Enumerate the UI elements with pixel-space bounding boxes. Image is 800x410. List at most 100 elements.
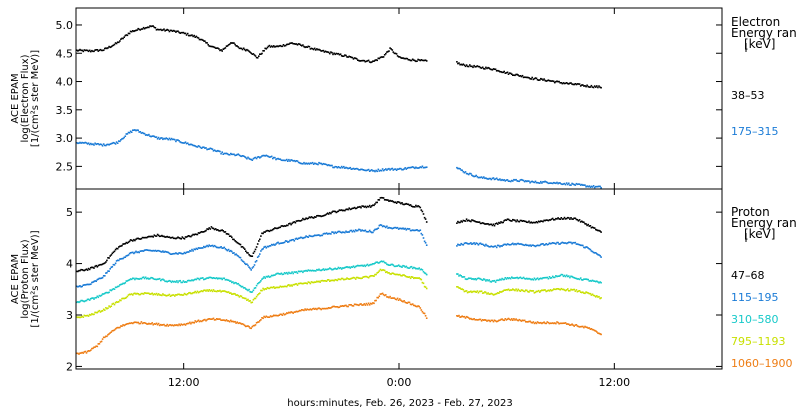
data-point [255, 284, 258, 287]
data-point [584, 278, 586, 280]
data-point [513, 74, 515, 76]
data-point [133, 292, 135, 295]
data-point [119, 258, 121, 260]
data-point [123, 256, 125, 259]
data-point [137, 321, 139, 324]
data-point [178, 252, 180, 254]
data-point [541, 289, 543, 291]
data-point [531, 322, 533, 324]
data-point [169, 138, 172, 141]
data-point [329, 232, 331, 235]
data-point [474, 319, 476, 321]
data-point [224, 47, 227, 49]
data-point [128, 293, 131, 296]
data-point [126, 34, 129, 37]
data-point [246, 299, 248, 301]
data-point [148, 133, 150, 136]
data-point [584, 246, 586, 249]
data-point [138, 251, 140, 254]
data-point [565, 217, 568, 220]
data-point [263, 154, 265, 157]
data-point [352, 207, 355, 209]
data-point [207, 245, 209, 248]
data-point [395, 202, 398, 204]
data-point [123, 36, 125, 38]
data-point [299, 236, 302, 239]
data-point [122, 37, 124, 40]
data-point [223, 319, 226, 321]
data-point [222, 290, 224, 292]
data-point [485, 223, 487, 225]
data-point [457, 286, 459, 288]
data-point [84, 315, 87, 317]
data-point [502, 290, 504, 292]
data-point [226, 153, 229, 155]
data-point [540, 243, 542, 246]
data-point [157, 322, 160, 325]
data-point [391, 272, 394, 274]
data-point [393, 52, 396, 55]
data-point [115, 327, 118, 329]
data-point [270, 286, 273, 289]
data-point [473, 242, 475, 244]
data-point [472, 66, 474, 69]
data-point [217, 47, 219, 49]
data-point [303, 45, 305, 48]
data-point [529, 244, 531, 246]
data-point [497, 320, 499, 322]
data-point [166, 294, 168, 297]
data-point [503, 70, 505, 73]
data-point [331, 211, 333, 213]
data-point [87, 142, 90, 144]
data-point [137, 293, 139, 295]
data-point [462, 219, 465, 222]
data-point [424, 59, 427, 61]
data-point [77, 286, 79, 288]
data-point [325, 280, 328, 282]
data-point [293, 221, 296, 223]
data-point [401, 168, 403, 171]
series-1-2 [76, 260, 602, 304]
data-point [486, 320, 488, 322]
data-point [267, 45, 270, 48]
data-point [406, 167, 409, 169]
data-point [567, 288, 569, 290]
data-point [536, 321, 539, 323]
data-point [166, 235, 168, 238]
y-axis-label: [1/(cm²s ster MeV)] [30, 230, 41, 327]
data-point [415, 229, 417, 231]
data-point [230, 249, 232, 252]
data-point [309, 216, 312, 219]
data-point [77, 316, 79, 319]
data-point [80, 286, 82, 288]
data-point [132, 240, 134, 242]
data-point [338, 209, 341, 211]
data-point [91, 281, 93, 284]
data-point [250, 291, 252, 293]
data-point [374, 170, 376, 173]
data-point [96, 345, 99, 348]
data-point [148, 278, 150, 280]
data-point [299, 309, 302, 312]
data-point [197, 277, 200, 280]
data-point [591, 86, 594, 88]
legend-entry: 115–195 [731, 291, 779, 304]
data-point [78, 316, 80, 318]
data-point [164, 138, 166, 140]
data-point [191, 248, 193, 251]
legend-entry: 47–68 [731, 269, 765, 282]
data-point [210, 318, 213, 320]
data-point [138, 28, 140, 31]
data-point [172, 138, 175, 141]
data-point [363, 230, 366, 232]
data-point [363, 59, 366, 62]
data-point [272, 286, 274, 289]
data-point [404, 275, 406, 277]
data-point [340, 165, 343, 168]
data-point [574, 277, 577, 279]
data-point [336, 231, 339, 233]
data-point [318, 215, 320, 217]
data-point [194, 145, 196, 147]
data-point [507, 218, 510, 221]
data-point [200, 320, 203, 323]
